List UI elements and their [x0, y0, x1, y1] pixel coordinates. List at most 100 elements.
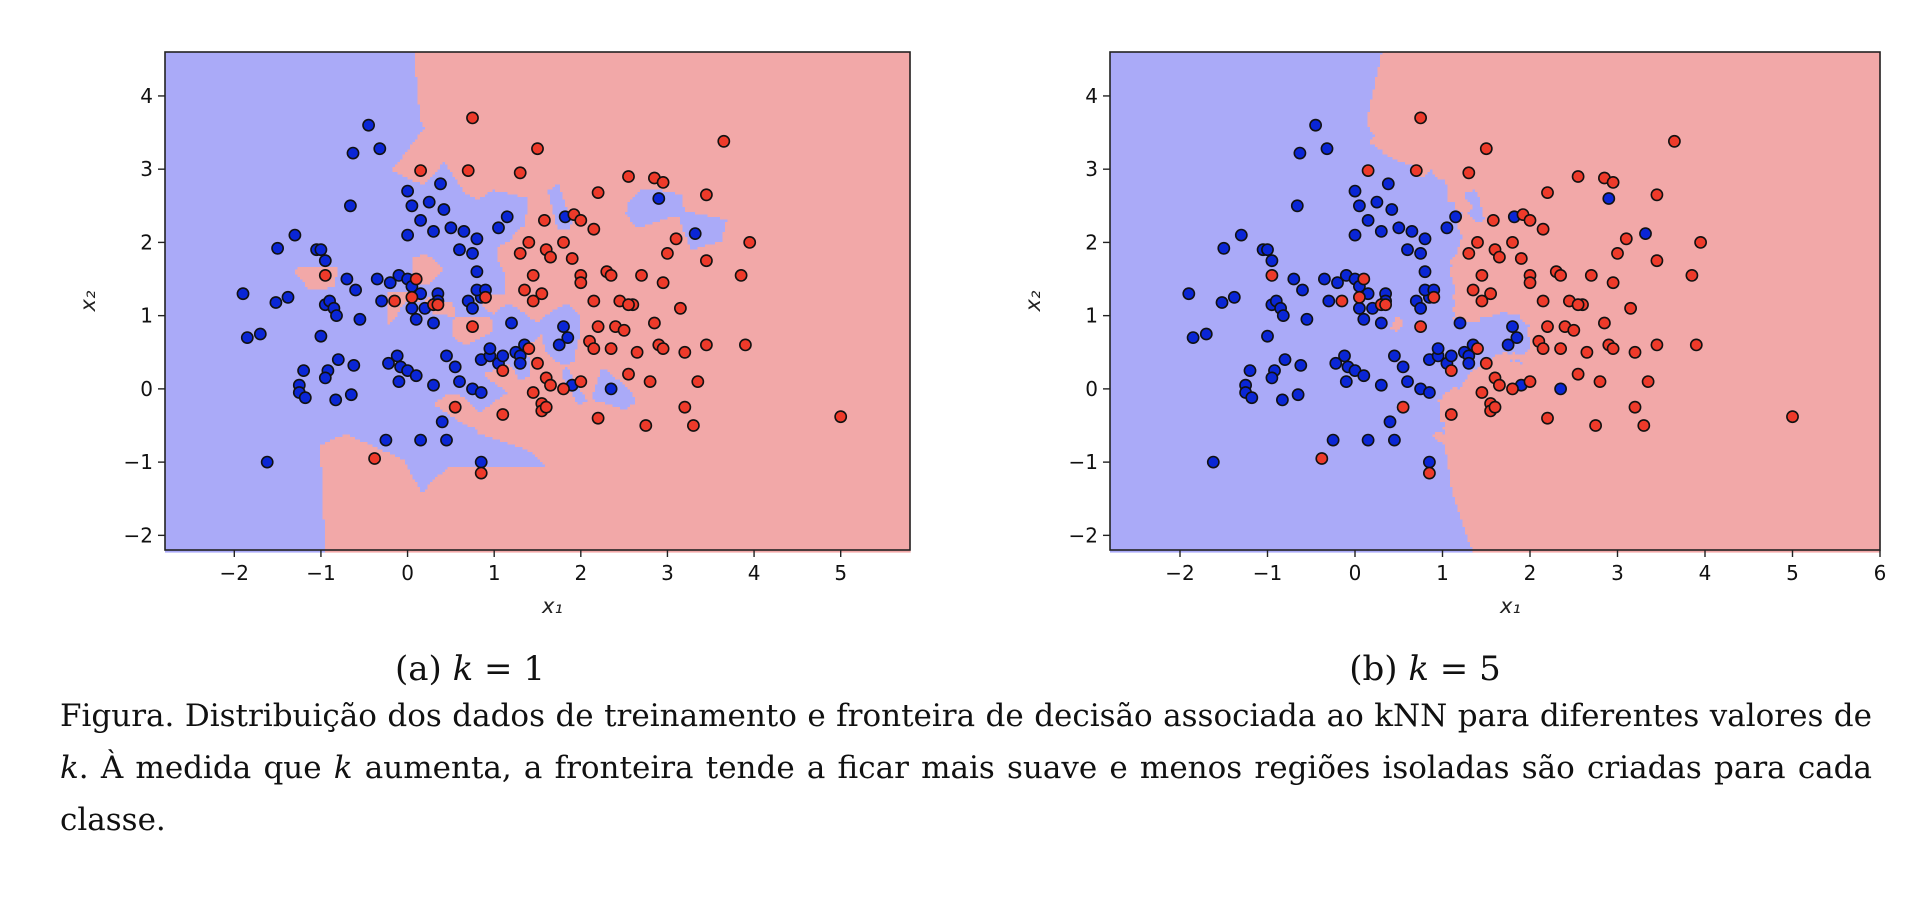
region-cell-class1 [417, 77, 911, 81]
region-cell-class0 [1110, 329, 1396, 333]
data-point-class-0 [1186, 331, 1200, 344]
region-cell-class1 [580, 387, 596, 391]
region-cell-class0 [165, 114, 421, 118]
region-cell-class1 [417, 97, 911, 101]
data-point-class-0 [318, 371, 332, 385]
data-point-class-0 [1554, 382, 1567, 396]
region-cell-class0 [165, 324, 454, 328]
data-point-class-0 [1291, 388, 1305, 402]
data-point-class-1 [691, 375, 705, 388]
region-cell-class0 [1110, 519, 1464, 523]
region-cell-class1 [422, 129, 911, 133]
region-cell-class1 [420, 104, 911, 108]
region-cell-class1 [577, 384, 596, 388]
region-cell-class0 [597, 377, 616, 381]
data-point-class-0 [1510, 331, 1524, 344]
data-point-class-1 [409, 272, 423, 286]
region-cell-class0 [1520, 362, 1524, 366]
region-cell-class0 [1110, 179, 1446, 183]
y-tick-label: −1 [1069, 450, 1098, 474]
region-cell-class1 [1520, 359, 1881, 363]
region-cell-class0 [1110, 209, 1459, 213]
region-cell-class1 [1447, 457, 1881, 461]
region-cell-class0 [1110, 514, 1461, 518]
region-cell-class0 [1110, 327, 1391, 331]
region-cell-class1 [1447, 194, 1466, 198]
region-cell-class0 [1472, 217, 1486, 221]
region-cell-class1 [1375, 134, 1881, 138]
data-point-class-0 [298, 391, 312, 405]
region-cell-class0 [1110, 357, 1494, 361]
region-cell-class1 [1435, 432, 1444, 436]
data-point-class-0 [1353, 199, 1366, 213]
region-cell-class0 [557, 224, 571, 228]
region-cell-class1 [1445, 449, 1881, 453]
data-point-class-1 [1536, 342, 1550, 355]
region-cell-class0 [1110, 487, 1454, 491]
region-cell-class0 [492, 322, 581, 326]
data-point-class-1 [1523, 213, 1537, 227]
region-cell-class1 [417, 102, 911, 106]
region-cell-class0 [397, 314, 449, 318]
region-cell-class0 [165, 494, 324, 498]
region-cell-class0 [165, 534, 326, 538]
region-cell-class0 [1110, 522, 1464, 526]
region-cell-class1 [495, 189, 549, 193]
data-point-class-1 [1506, 382, 1519, 396]
region-cell-class0 [165, 249, 499, 253]
region-cell-class0 [562, 374, 574, 378]
region-cell-class1 [295, 269, 339, 273]
data-point-class-1 [734, 268, 748, 282]
data-point-class-0 [440, 433, 453, 447]
data-point-class-0 [1215, 296, 1229, 309]
region-cell-class1 [322, 482, 419, 486]
region-cell-class1 [1447, 187, 1881, 191]
region-cell-class1 [417, 99, 911, 103]
region-cell-class1 [415, 67, 911, 71]
region-cell-class1 [1482, 212, 1881, 216]
data-point-class-0 [1381, 177, 1395, 191]
region-cell-class0 [435, 277, 506, 281]
data-point-class-1 [1488, 400, 1502, 414]
data-point-class-0 [1361, 213, 1375, 227]
data-point-class-1 [656, 342, 670, 355]
region-cell-class1 [1367, 119, 1881, 123]
region-cell-class1 [1380, 54, 1881, 58]
region-cell-class0 [392, 319, 454, 323]
region-cell-class0 [1110, 322, 1394, 326]
region-cell-class0 [1110, 319, 1396, 323]
region-cell-class0 [165, 487, 324, 491]
region-cell-class1 [1440, 417, 1881, 421]
region-cell-class1 [325, 529, 911, 533]
region-cell-class0 [1430, 169, 1434, 173]
region-cell-class0 [625, 212, 696, 216]
data-point-class-1 [1427, 290, 1441, 304]
region-cell-class1 [387, 297, 419, 301]
region-cell-class1 [1437, 177, 1881, 181]
region-cell-class0 [1110, 367, 1479, 371]
region-cell-class0 [1110, 69, 1379, 73]
region-cell-class1 [417, 79, 911, 83]
region-cell-class1 [437, 399, 469, 403]
data-point-class-0 [1326, 433, 1340, 447]
region-cell-class1 [325, 537, 911, 541]
region-cell-class0 [1110, 72, 1379, 76]
region-cell-class1 [585, 397, 594, 401]
region-cell-class1 [1447, 454, 1881, 458]
region-cell-class0 [542, 334, 581, 338]
region-cell-class1 [1457, 222, 1881, 226]
data-point-class-1 [466, 111, 479, 125]
region-cell-class1 [457, 419, 911, 423]
region-cell-class0 [1110, 544, 1471, 548]
region-cell-class1 [527, 207, 554, 211]
region-cell-class1 [417, 94, 911, 98]
region-cell-class1 [320, 459, 406, 463]
region-cell-class0 [1110, 89, 1374, 93]
data-point-class-1 [635, 268, 648, 282]
data-point-class-0 [1602, 192, 1616, 205]
region-cell-class0 [475, 407, 486, 411]
data-point-class-1 [1265, 268, 1279, 282]
data-point-class-1 [1514, 252, 1528, 265]
data-point-class-1 [1361, 164, 1375, 177]
data-point-class-0 [1227, 290, 1241, 304]
